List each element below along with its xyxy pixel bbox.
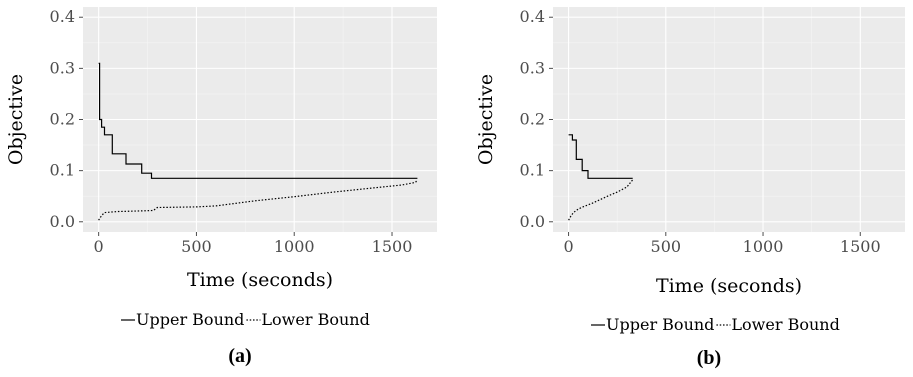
y-tick-label: 0.3: [520, 58, 545, 77]
panel-caption: (b): [697, 347, 721, 369]
panel-caption: (a): [228, 345, 251, 367]
x-tick-label: 1500: [840, 237, 881, 256]
legend-label: Upper Bound: [606, 315, 714, 334]
y-tick-label: 0.0: [520, 212, 545, 231]
series-upper-bound-line: [98, 62, 418, 179]
legend-label: Lower Bound: [731, 315, 839, 334]
x-tick-label: 1000: [743, 237, 784, 256]
x-tick-label: 0: [563, 237, 573, 256]
y-tick-label: 0.2: [50, 110, 75, 129]
chart-panel-b: 0.0 0.1 0.2 0.3 0.4 0 500 1000 1500 Time (seconds…: [475, 7, 905, 369]
y-tick-label: 0.4: [520, 7, 545, 26]
x-tick-label: 1500: [372, 237, 413, 256]
y-axis-title: Objective: [475, 74, 497, 165]
x-tick-label: 500: [181, 237, 212, 256]
x-tick-label: 0: [94, 237, 104, 256]
x-axis-title: Time (seconds): [187, 269, 333, 291]
y-tick-label: 0.1: [50, 161, 75, 180]
y-axis-title: Objective: [5, 74, 27, 165]
x-tick-label: 1000: [274, 237, 315, 256]
y-tick-label: 0.3: [50, 58, 75, 77]
legend-label: Upper Bound: [136, 310, 244, 329]
y-tick-label: 0.4: [50, 7, 75, 26]
y-tick-label: 0.2: [520, 110, 545, 129]
series-upper-bound-line: [568, 134, 633, 179]
y-tick-label: 0.0: [50, 212, 75, 231]
x-axis-title: Time (seconds): [656, 275, 802, 297]
legend-label: Lower Bound: [261, 310, 369, 329]
series-lower-bound-line: [98, 179, 418, 221]
x-tick-label: 500: [651, 237, 682, 256]
series-lower-bound-line: [568, 179, 634, 221]
chart-panel-a: 0.0 0.1 0.2 0.3 0.4 0 500 1000 1500 Time (seconds…: [5, 7, 437, 367]
y-tick-label: 0.1: [520, 161, 545, 180]
